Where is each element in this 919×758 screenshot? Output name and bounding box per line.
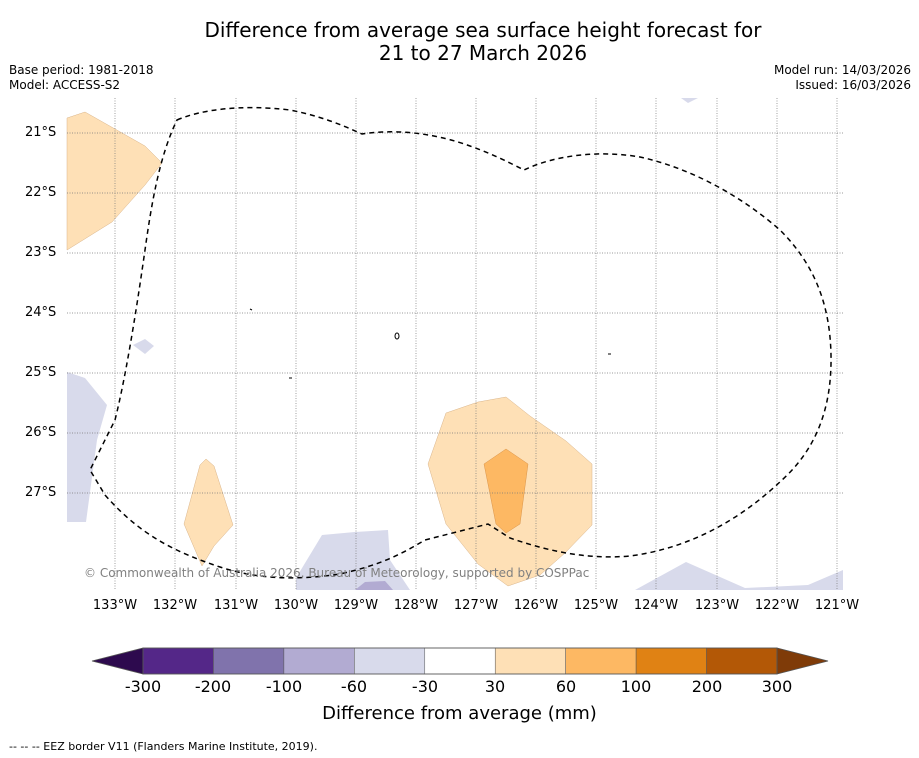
lat-label-21s: 21°S <box>25 125 57 140</box>
colorbar-segment <box>494 647 566 675</box>
issued-date: Issued: 16/03/2026 <box>795 78 911 92</box>
anomaly-positive-sw <box>183 458 234 567</box>
base-period: Base period: 1981-2018 <box>9 63 154 77</box>
colorbar <box>91 647 829 675</box>
colorbar-tick: 200 <box>691 677 723 696</box>
copyright-notice: © Commonwealth of Australia 2026, Bureau… <box>84 566 590 580</box>
gridlines <box>67 98 843 590</box>
colorbar-segment <box>354 647 426 675</box>
colorbar-tick: 60 <box>555 677 577 696</box>
anomaly-negative-south <box>296 530 410 590</box>
colorbar-outline <box>142 647 778 675</box>
anomaly-positive-nw <box>66 111 163 251</box>
lon-label-123w: 123°W <box>694 598 740 613</box>
lon-label-130w: 130°W <box>273 598 319 613</box>
lat-label-26s: 26°S <box>25 425 57 440</box>
anomaly-negative-top <box>681 98 698 103</box>
colorbar-tick: 300 <box>761 677 793 696</box>
colorbar-segment <box>706 647 778 675</box>
lon-label-124w: 124°W <box>633 598 679 613</box>
lat-label-23s: 23°S <box>25 245 57 260</box>
colorbar-tick: -300 <box>124 677 162 696</box>
colorbar-tick: -200 <box>194 677 232 696</box>
colorbar-extend-high <box>776 647 829 675</box>
colorbar-extend-low <box>91 647 144 675</box>
lon-label-132w: 132°W <box>152 598 198 613</box>
anomaly-negative-w <box>67 372 107 522</box>
island-specks <box>249 308 611 379</box>
anomaly-negative-se <box>635 562 843 590</box>
lon-label-126w: 126°W <box>513 598 559 613</box>
colorbar-segment <box>635 647 707 675</box>
lat-label-25s: 25°S <box>25 365 57 380</box>
lat-label-22s: 22°S <box>25 185 57 200</box>
island-speck <box>249 308 253 311</box>
model-name: Model: ACCESS-S2 <box>9 78 121 92</box>
colorbar-tick: -100 <box>265 677 303 696</box>
anomaly-fields <box>66 98 843 590</box>
lon-label-121w: 121°W <box>814 598 860 613</box>
lon-label-125w: 125°W <box>573 598 619 613</box>
lon-label-127w: 127°W <box>453 598 499 613</box>
title-line-2: 21 to 27 March 2026 <box>378 41 588 65</box>
lon-label-122w: 122°W <box>754 598 800 613</box>
map-title: Difference from average sea surface heig… <box>0 19 919 65</box>
lat-label-24s: 24°S <box>25 305 57 320</box>
anomaly-negative-small <box>133 339 154 354</box>
lon-label-131w: 131°W <box>213 598 259 613</box>
colorbar-segments <box>91 647 829 675</box>
island-speck <box>394 332 400 340</box>
colorbar-tick: -60 <box>340 677 368 696</box>
colorbar-tick: 30 <box>484 677 506 696</box>
eez-border <box>89 106 832 579</box>
lat-label-27s: 27°S <box>25 485 57 500</box>
colorbar-tick: 100 <box>620 677 652 696</box>
colorbar-segment <box>283 647 355 675</box>
colorbar-segment <box>565 647 637 675</box>
colorbar-title: Difference from average (mm) <box>322 703 597 724</box>
colorbar-segment <box>424 647 496 675</box>
meta-right: Model run: 14/03/2026 Issued: 16/03/2026 <box>774 63 911 93</box>
lon-label-129w: 129°W <box>333 598 379 613</box>
meta-left: Base period: 1981-2018 Model: ACCESS-S2 <box>9 63 154 93</box>
title-line-1: Difference from average sea surface heig… <box>204 18 762 42</box>
colorbar-segment <box>142 647 214 675</box>
colorbar-tick: -30 <box>411 677 439 696</box>
colorbar-segment <box>213 647 285 675</box>
lon-label-133w: 133°W <box>92 598 138 613</box>
anomaly-negative-south-core <box>355 581 393 590</box>
model-run: Model run: 14/03/2026 <box>773 63 911 77</box>
lon-label-128w: 128°W <box>393 598 439 613</box>
eez-legend-note: -- -- -- EEZ border V11 (Flanders Marine… <box>9 740 318 753</box>
anomaly-positive-core <box>483 448 529 534</box>
